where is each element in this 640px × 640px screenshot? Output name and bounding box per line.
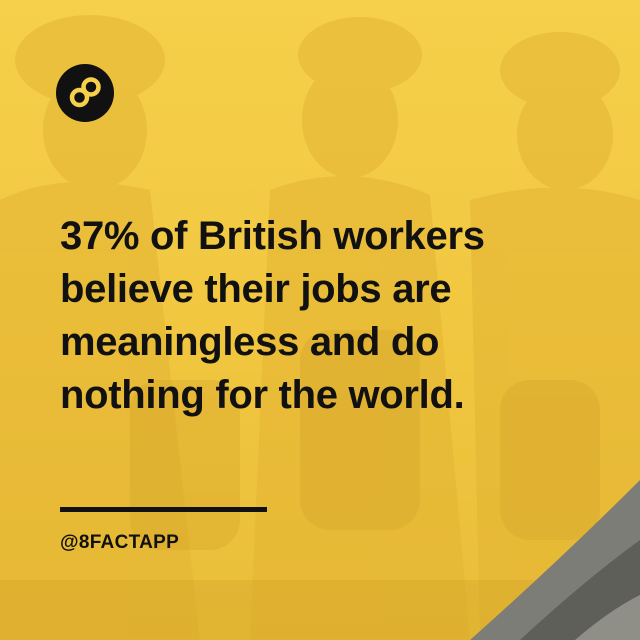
infinity-eight-icon xyxy=(69,77,101,108)
fact-line: nothing for the world. xyxy=(60,373,465,417)
fact-line: believe their jobs are xyxy=(60,267,452,311)
fact-line: meaningless and do xyxy=(60,320,440,364)
fact-headline: 37% of British workers believe their job… xyxy=(60,210,580,422)
logo[interactable] xyxy=(56,64,114,122)
divider xyxy=(60,507,267,512)
brand-handle[interactable]: @8FACTAPP xyxy=(60,532,180,553)
fact-line: 37% of British workers xyxy=(60,214,485,258)
